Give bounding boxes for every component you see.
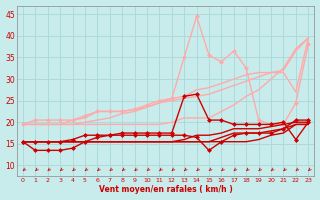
X-axis label: Vent moyen/en rafales ( km/h ): Vent moyen/en rafales ( km/h ) xyxy=(99,185,232,194)
